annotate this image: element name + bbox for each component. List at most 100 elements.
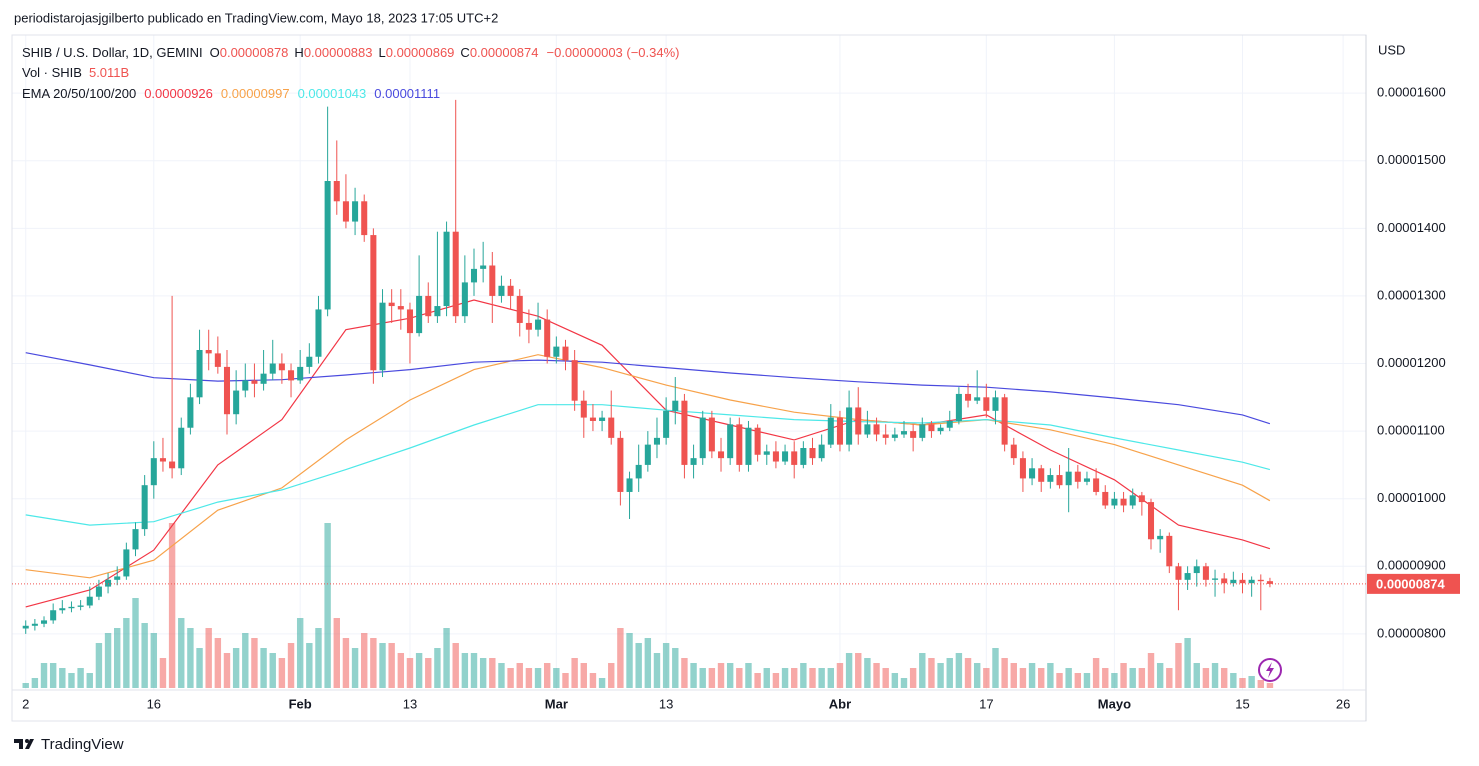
candle-body: [114, 576, 121, 580]
candle-body: [882, 434, 889, 438]
candle-body: [791, 451, 798, 465]
volume-bar: [653, 653, 661, 688]
replay-icon[interactable]: [1258, 658, 1282, 682]
volume-bar: [736, 668, 743, 688]
volume-bar: [836, 663, 844, 688]
candle-body: [159, 458, 166, 462]
x-tick-label: 16: [147, 696, 161, 711]
volume-bar: [1248, 676, 1255, 688]
volume-label: Vol · SHIB: [22, 65, 82, 80]
volume-bar: [196, 648, 203, 688]
volume-bar: [1138, 668, 1146, 688]
ema-value: 0.00000997: [221, 86, 290, 101]
volume-bar: [946, 658, 953, 688]
volume-bar: [617, 628, 624, 688]
volume-bar: [864, 658, 871, 688]
volume-bar: [1092, 658, 1100, 688]
candle-body: [873, 424, 880, 435]
candle-body: [105, 579, 112, 587]
x-tick-label: 17: [979, 696, 993, 711]
volume-bar: [342, 638, 350, 688]
volume-bar: [1166, 668, 1173, 688]
symbol: SHIB / U.S. Dollar, 1D, GEMINI: [22, 45, 203, 60]
volume-bar: [406, 658, 414, 688]
candle-body: [169, 461, 176, 469]
candle-body: [1147, 502, 1155, 540]
volume-bar: [827, 668, 835, 688]
volume-bar: [873, 663, 880, 688]
candle-body: [535, 319, 542, 330]
volume-bar: [278, 658, 286, 688]
candle-body: [919, 424, 926, 438]
volume-bar: [909, 668, 917, 688]
volume-bar: [1001, 658, 1008, 688]
y-tick-label: 0.00001500: [1377, 152, 1446, 167]
candle-body: [297, 366, 304, 381]
candle-body: [1083, 478, 1090, 482]
candle-body: [846, 407, 853, 445]
candle-body: [718, 451, 725, 459]
volume-bar: [40, 663, 48, 688]
volume-bar: [1083, 673, 1091, 688]
candle-body: [1074, 471, 1081, 482]
candle-body: [443, 231, 450, 307]
volume-bar: [1211, 663, 1219, 688]
candle-body: [1239, 579, 1246, 584]
volume-bar: [681, 658, 688, 688]
volume-bar: [754, 673, 761, 688]
ema-line: [25, 354, 1271, 579]
volume-bar: [425, 658, 432, 688]
change: −0.00000003 (−0.34%): [547, 45, 680, 60]
volume-bar: [223, 653, 231, 688]
volume-bar: [1129, 668, 1136, 688]
volume-bar: [104, 633, 112, 688]
candle-body: [95, 586, 102, 597]
volume-bar: [900, 678, 908, 688]
volume-bar: [22, 683, 29, 688]
volume-bar: [269, 653, 276, 688]
candle-body: [544, 319, 551, 357]
candle-body: [31, 623, 38, 626]
candle-body: [745, 427, 752, 465]
candle-body: [1029, 468, 1036, 479]
volume-bar: [553, 668, 560, 688]
volume-bar: [479, 658, 487, 688]
candle-body: [260, 373, 267, 384]
candle-body: [974, 397, 981, 401]
candle-body: [836, 417, 843, 445]
candle-body: [553, 346, 560, 357]
volume-bar: [717, 663, 725, 688]
volume-bar: [1175, 643, 1182, 688]
volume-bar: [59, 668, 66, 688]
candle-body: [516, 295, 523, 323]
candle-body: [196, 349, 203, 398]
volume-bar: [123, 618, 130, 688]
candle-body: [955, 393, 962, 421]
candle-body: [306, 356, 313, 367]
y-tick-label: 0.00001300: [1377, 287, 1446, 302]
candle-body: [571, 360, 578, 401]
candle-body: [1056, 475, 1063, 486]
volume-bar: [178, 618, 185, 688]
volume-bar: [415, 653, 423, 688]
volume-bar: [379, 643, 386, 688]
volume-bar: [534, 668, 542, 688]
volume-bar: [791, 668, 798, 688]
candle-body: [736, 424, 743, 465]
candle-body: [123, 549, 130, 577]
candle-body: [891, 434, 898, 438]
candle-body: [333, 181, 340, 202]
x-tick-label: 15: [1235, 696, 1249, 711]
volume-bar: [388, 643, 395, 688]
last-price-label: 0.00000874: [1376, 576, 1445, 591]
candle-body: [1157, 535, 1164, 540]
volume-bar: [800, 663, 807, 688]
candle-body: [315, 309, 322, 357]
volume-bar: [1193, 663, 1200, 688]
candle-body: [599, 417, 606, 421]
y-tick-label: 0.00000900: [1377, 558, 1446, 573]
volume-bar: [1120, 663, 1127, 688]
volume-bar: [589, 673, 597, 688]
candle-body: [900, 431, 908, 435]
candle-body: [855, 407, 862, 435]
